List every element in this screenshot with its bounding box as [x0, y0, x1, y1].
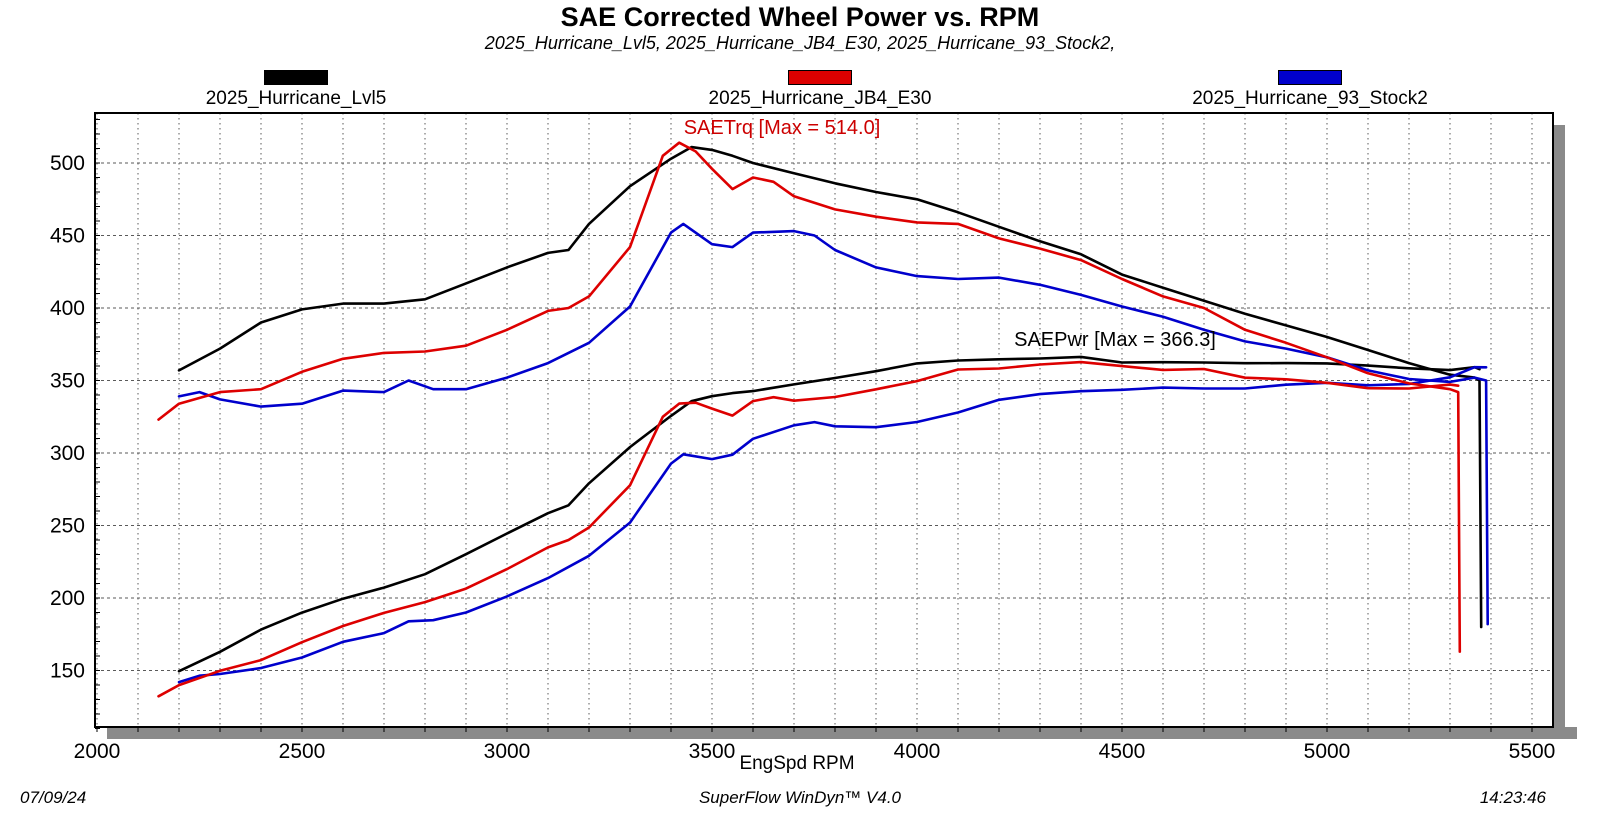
legend-item-93-stock2: 2025_Hurricane_93_Stock2	[1150, 70, 1470, 110]
y-tick-label: 400	[50, 297, 85, 320]
footer-date: 07/09/24	[20, 788, 87, 807]
plot-border	[94, 112, 1554, 728]
y-tick-label: 200	[50, 587, 85, 610]
torque-curve-2025-hurricane-jb4-e30	[157, 141, 1462, 653]
x-tick-label: 3500	[689, 740, 736, 763]
x-axis-label: EngSpd RPM	[739, 753, 855, 774]
plot-shadow-bottom	[107, 727, 1577, 739]
x-tick-label: 5000	[1304, 740, 1351, 763]
y-tick-label: 450	[50, 225, 85, 248]
torque-max-annotation: SAETrq [Max = 514.0]	[683, 117, 881, 139]
y-tick-label: 250	[50, 515, 85, 538]
x-tick-label: 4000	[894, 740, 941, 763]
legend-label: 2025_Hurricane_93_Stock2	[1192, 88, 1428, 109]
x-tick-label: 4500	[1099, 740, 1146, 763]
plot-shadow-right	[1553, 125, 1565, 739]
x-tick-label: 2000	[74, 740, 121, 763]
footer-time: 14:23:46	[1479, 788, 1546, 807]
legend-label: 2025_Hurricane_JB4_E30	[708, 88, 932, 109]
y-tick-label: 350	[50, 370, 85, 393]
y-tick-label: 500	[50, 152, 85, 175]
power-curve-2025-hurricane-lvl5	[177, 355, 1481, 673]
x-tick-label: 2500	[279, 740, 326, 763]
torque-curve-2025-hurricane-93-stock2	[177, 222, 1489, 626]
x-tick-label: 5500	[1509, 740, 1556, 763]
power-max-annotation: SAEPwr [Max = 366.3]	[1014, 329, 1216, 351]
page-title: SAE Corrected Wheel Power vs. RPM	[560, 2, 1040, 32]
chart-subtitle: 2025_Hurricane_Lvl5, 2025_Hurricane_JB4_…	[484, 33, 1116, 53]
y-tick-label: 300	[50, 442, 85, 465]
plot-background	[95, 113, 1553, 727]
footer-app-name: SuperFlow WinDyn™ V4.0	[698, 788, 902, 807]
y-tick-label: 150	[50, 660, 85, 683]
torque-curve-2025-hurricane-lvl5	[177, 145, 1483, 629]
legend-swatch-red	[788, 70, 852, 85]
legend-label: 2025_Hurricane_Lvl5	[205, 88, 387, 109]
power-curve-2025-hurricane-93-stock2	[177, 365, 1488, 684]
legend-item-lvl5: 2025_Hurricane_Lvl5	[136, 70, 456, 110]
x-tick-label: 3000	[484, 740, 531, 763]
legend-swatch-black	[264, 70, 328, 85]
legend-item-jb4-e30: 2025_Hurricane_JB4_E30	[660, 70, 980, 110]
legend-swatch-blue	[1278, 70, 1342, 85]
power-curve-2025-hurricane-jb4-e30	[157, 360, 1460, 698]
